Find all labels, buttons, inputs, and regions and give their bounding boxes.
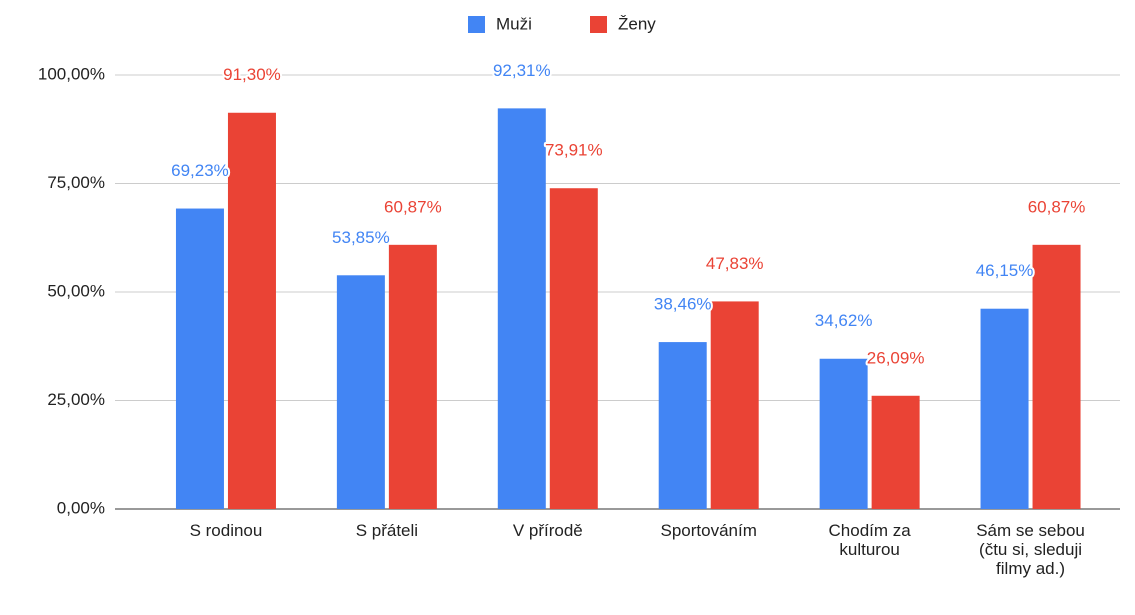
data-label: 60,87% — [1028, 197, 1086, 216]
legend-label: Muži — [496, 14, 532, 33]
bar — [658, 342, 707, 509]
data-label: 38,46% — [654, 295, 712, 314]
data-label: 34,62% — [815, 311, 873, 330]
bar — [710, 301, 759, 509]
y-tick-label: 100,00% — [38, 64, 105, 83]
bar — [336, 275, 385, 509]
y-tick-label: 0,00% — [57, 498, 105, 517]
legend-swatch — [590, 16, 607, 33]
x-tick-label: S rodinou — [189, 521, 263, 540]
y-tick-label: 50,00% — [47, 281, 105, 300]
data-label: 47,83% — [706, 254, 764, 273]
data-label: 91,30% — [223, 65, 281, 84]
bar — [549, 188, 598, 510]
bar — [1032, 244, 1081, 509]
bar — [497, 108, 546, 509]
y-tick-label: 25,00% — [47, 390, 105, 409]
data-label: 73,91% — [545, 141, 603, 160]
bar — [175, 208, 224, 509]
bar — [388, 244, 437, 509]
data-label: 46,15% — [976, 261, 1034, 280]
data-label: 69,23% — [171, 161, 229, 180]
bar — [227, 112, 276, 510]
y-tick-label: 75,00% — [47, 173, 105, 192]
data-label: 53,85% — [332, 228, 390, 247]
data-label: 26,09% — [867, 348, 925, 367]
x-tick-label: Sám se sebou (čtu si, sleduji filmy ad.) — [976, 521, 1085, 578]
legend-label: Ženy — [618, 14, 656, 33]
data-label: 92,31% — [493, 61, 551, 80]
x-tick-label: S přáteli — [355, 521, 419, 540]
bar — [819, 358, 868, 509]
x-tick-label: V přírodě — [512, 521, 583, 540]
x-tick-label: Sportováním — [660, 521, 757, 540]
data-label: 60,87% — [384, 197, 442, 216]
bar — [871, 395, 920, 509]
bar — [980, 308, 1029, 509]
x-tick-label: Chodím za kulturou — [828, 521, 911, 559]
legend-swatch — [468, 16, 485, 33]
